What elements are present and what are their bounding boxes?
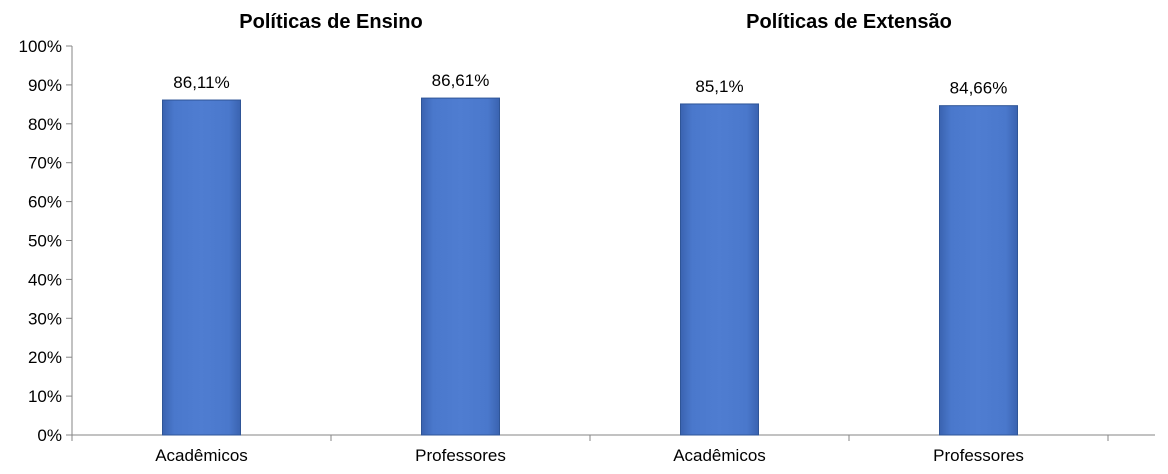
y-tick-label: 10%	[28, 387, 62, 406]
y-tick-label: 30%	[28, 309, 62, 328]
bar	[680, 103, 759, 436]
axes: 0% 10% 20% 30% 40% 50% 60% 70% 80% 90% 100%	[19, 37, 1155, 445]
y-tick-label: 70%	[28, 154, 62, 173]
y-tick-label: 90%	[28, 76, 62, 95]
category-label: Professores	[415, 446, 506, 465]
data-label: 86,11%	[173, 73, 229, 92]
category-label: Acadêmicos	[155, 446, 248, 465]
data-label: 85,1%	[695, 77, 743, 96]
group-title: Políticas de Extensão	[746, 11, 952, 33]
y-tick-label: 0%	[37, 426, 62, 445]
group-title: Políticas de Ensino	[239, 11, 422, 33]
bars	[162, 97, 1018, 436]
category-label: Professores	[933, 446, 1024, 465]
y-tick-label: 60%	[28, 193, 62, 212]
bar	[162, 99, 241, 436]
data-label: 84,66%	[950, 79, 1008, 98]
y-tick-label: 20%	[28, 348, 62, 367]
bar	[421, 97, 500, 436]
category-label: Acadêmicos	[673, 446, 766, 465]
bar	[939, 105, 1018, 436]
data-label: 86,61%	[432, 71, 490, 90]
y-tick-label: 50%	[28, 232, 62, 251]
y-tick-label: 100%	[19, 37, 62, 56]
y-tick-label: 40%	[28, 270, 62, 289]
labels: Políticas de Ensino 86,11% Acadêmicos 86,61…	[155, 11, 1024, 465]
y-tick-label: 80%	[28, 115, 62, 134]
